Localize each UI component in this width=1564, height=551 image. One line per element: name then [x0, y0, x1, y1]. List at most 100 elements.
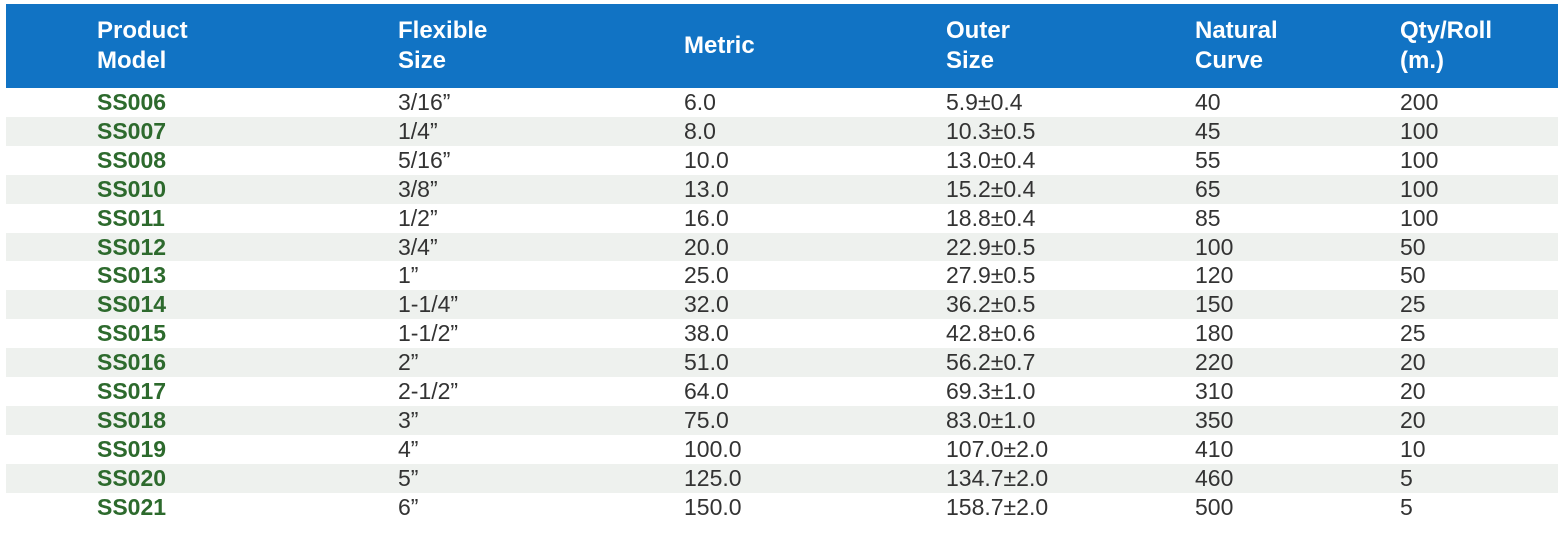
table-row: SS014 1-1/4” 32.0 36.2±0.5 150 25 — [6, 290, 1558, 320]
cell-metric: 16.0 — [684, 204, 729, 231]
cell-qty-per-roll: 100 — [1400, 175, 1439, 202]
cell-natural-curve: 220 — [1195, 349, 1234, 376]
cell-natural-curve: 100 — [1195, 233, 1234, 260]
cell-natural-curve: 120 — [1195, 262, 1234, 289]
cell-metric: 100.0 — [684, 435, 742, 462]
cell-natural-curve: 65 — [1195, 175, 1221, 202]
cell-qty-per-roll: 50 — [1400, 262, 1426, 289]
cell-outer-size: 18.8±0.4 — [946, 204, 1036, 231]
cell-metric: 64.0 — [684, 378, 729, 405]
header-line: Model — [97, 47, 167, 74]
cell-natural-curve: 180 — [1195, 320, 1234, 347]
cell-natural-curve: 460 — [1195, 464, 1234, 491]
cell-product-model: SS011 — [97, 204, 165, 231]
cell-flexible-size: 1/2” — [398, 204, 438, 231]
header-line: Flexible — [398, 17, 488, 44]
table-row: SS010 3/8” 13.0 15.2±0.4 65 100 — [6, 174, 1558, 204]
cell-product-model: SS019 — [97, 435, 167, 462]
cell-qty-per-roll: 20 — [1400, 406, 1426, 433]
cell-product-model: SS008 — [97, 146, 167, 173]
header-line: Size — [946, 47, 995, 74]
cell-outer-size: 13.0±0.4 — [946, 146, 1036, 173]
cell-qty-per-roll: 50 — [1400, 233, 1426, 260]
cell-outer-size: 10.3±0.5 — [946, 117, 1036, 144]
cell-product-model: SS018 — [97, 406, 167, 433]
cell-metric: 20.0 — [684, 233, 729, 260]
cell-flexible-size: 2” — [398, 349, 419, 376]
cell-qty-per-roll: 200 — [1400, 89, 1439, 115]
column-header-product-model: Product Model — [6, 4, 392, 88]
cell-product-model: SS020 — [97, 464, 167, 491]
cell-product-model: SS006 — [97, 89, 167, 115]
cell-natural-curve: 85 — [1195, 204, 1221, 231]
cell-outer-size: 158.7±2.0 — [946, 493, 1049, 520]
cell-flexible-size: 3” — [398, 406, 419, 433]
cell-flexible-size: 3/4” — [398, 233, 438, 260]
cell-natural-curve: 55 — [1195, 146, 1221, 173]
table-row: SS006 3/16” 6.0 5.9±0.4 40 200 — [6, 88, 1558, 117]
cell-qty-per-roll: 10 — [1400, 435, 1426, 462]
header-line: Curve — [1195, 47, 1264, 74]
cell-outer-size: 5.9±0.4 — [946, 89, 1023, 115]
header-row: Product Model Flexible Size Metric Outer Size N… — [6, 4, 1558, 88]
cell-flexible-size: 1-1/4” — [398, 291, 459, 318]
cell-outer-size: 27.9±0.5 — [946, 262, 1036, 289]
cell-natural-curve: 40 — [1195, 89, 1221, 115]
cell-qty-per-roll: 100 — [1400, 204, 1439, 231]
cell-qty-per-roll: 5 — [1400, 464, 1413, 491]
cell-natural-curve: 350 — [1195, 406, 1234, 433]
cell-natural-curve: 45 — [1195, 117, 1221, 144]
cell-product-model: SS012 — [97, 233, 167, 260]
cell-qty-per-roll: 25 — [1400, 291, 1426, 318]
column-header-outer-size: Outer Size — [940, 4, 1189, 88]
cell-flexible-size: 5” — [398, 464, 419, 491]
cell-product-model: SS010 — [97, 175, 167, 202]
cell-product-model: SS015 — [97, 320, 167, 347]
cell-flexible-size: 5/16” — [398, 146, 451, 173]
cell-metric: 6.0 — [684, 89, 716, 115]
table-row: SS013 1” 25.0 27.9±0.5 120 50 — [6, 261, 1558, 291]
cell-product-model: SS021 — [97, 493, 167, 520]
cell-natural-curve: 150 — [1195, 291, 1234, 318]
cell-qty-per-roll: 25 — [1400, 320, 1426, 347]
header-line: Natural — [1195, 17, 1278, 44]
cell-outer-size: 134.7±2.0 — [946, 464, 1049, 491]
table-row: SS012 3/4” 20.0 22.9±0.5 100 50 — [6, 232, 1558, 262]
cell-qty-per-roll: 100 — [1400, 146, 1439, 173]
table-row: SS021 6” 150.0 158.7±2.0 500 5 — [6, 492, 1558, 522]
column-header-natural-curve: Natural Curve — [1189, 4, 1394, 88]
cell-flexible-size: 1/4” — [398, 117, 438, 144]
table-row: SS017 2-1/2” 64.0 69.3±1.0 310 20 — [6, 377, 1558, 406]
cell-flexible-size: 1-1/2” — [398, 320, 459, 347]
table-row: SS019 4” 100.0 107.0±2.0 410 10 — [6, 434, 1558, 464]
cell-metric: 10.0 — [684, 146, 729, 173]
header-line: Size — [398, 47, 447, 74]
cell-flexible-size: 1” — [398, 262, 419, 289]
cell-outer-size: 36.2±0.5 — [946, 291, 1036, 318]
cell-flexible-size: 3/8” — [398, 175, 438, 202]
cell-outer-size: 107.0±2.0 — [946, 435, 1049, 462]
cell-flexible-size: 2-1/2” — [398, 378, 459, 405]
header-line: Metric — [684, 32, 755, 59]
cell-product-model: SS014 — [97, 291, 167, 318]
cell-metric: 25.0 — [684, 262, 729, 289]
cell-qty-per-roll: 20 — [1400, 349, 1426, 376]
cell-outer-size: 69.3±1.0 — [946, 378, 1036, 405]
table-row: SS018 3” 75.0 83.0±1.0 350 20 — [6, 405, 1558, 435]
table-row: SS008 5/16” 10.0 13.0±0.4 55 100 — [6, 145, 1558, 175]
column-header-flexible-size: Flexible Size — [392, 4, 678, 88]
cell-metric: 150.0 — [684, 493, 742, 520]
cell-qty-per-roll: 20 — [1400, 378, 1426, 405]
cell-natural-curve: 310 — [1195, 378, 1234, 405]
table-row: SS015 1-1/2” 38.0 42.8±0.6 180 25 — [6, 319, 1558, 349]
cell-natural-curve: 410 — [1195, 435, 1234, 462]
cell-metric: 125.0 — [684, 464, 742, 491]
cell-product-model: SS013 — [97, 262, 167, 289]
header-line: Qty/Roll — [1400, 17, 1493, 44]
column-header-metric: Metric — [678, 4, 940, 88]
cell-metric: 38.0 — [684, 320, 729, 347]
cell-metric: 13.0 — [684, 175, 729, 202]
cell-flexible-size: 6” — [398, 493, 419, 520]
table-row: SS020 5” 125.0 134.7±2.0 460 5 — [6, 463, 1558, 493]
